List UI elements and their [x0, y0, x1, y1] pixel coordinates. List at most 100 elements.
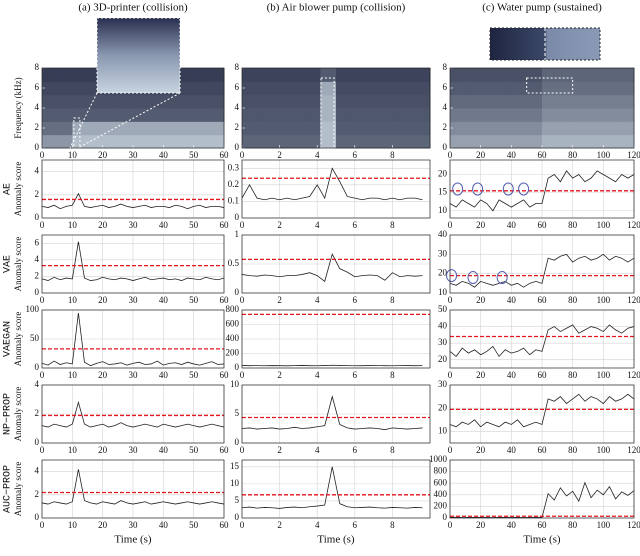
y-tick-label: 400 [434, 489, 448, 499]
spectrogram-cell [414, 68, 431, 82]
y-tick-label: 0 [235, 212, 240, 222]
y-tick-label: 8 [443, 62, 448, 72]
spectrogram-cell [572, 68, 589, 82]
spectrogram-cell [351, 108, 368, 122]
spectrogram-cell [242, 134, 259, 149]
x-tick-label: 2 [277, 295, 282, 305]
x-tick-label: 60 [220, 520, 230, 530]
spectrogram-cell [193, 81, 210, 96]
x-tick-label: 30 [129, 295, 139, 305]
x-tick-label: 60 [538, 445, 548, 455]
plot-frame [449, 309, 635, 369]
spectrogram-cell [496, 81, 512, 96]
x-tick-label: 20 [98, 445, 108, 455]
x-tick-label: 8 [390, 370, 395, 380]
column-title: (a) 3D-printer (collision) [78, 2, 188, 14]
spectrogram-cell [117, 94, 134, 109]
spectrogram-cell [480, 81, 497, 96]
y-tick-label: 8 [235, 62, 240, 72]
spectrogram-cell [465, 81, 482, 96]
spectrogram-cell [257, 81, 274, 96]
spectrogram-cell [588, 94, 604, 109]
x-tick-label: 8 [390, 295, 395, 305]
spectrogram-cell [178, 108, 195, 122]
spectrogram-cell [273, 68, 290, 82]
spectrogram-cell [242, 81, 259, 96]
x-tick-label: 60 [220, 370, 230, 380]
spectrogram-cell [208, 121, 225, 136]
score-line [41, 192, 225, 210]
y-tick-label: 0 [235, 512, 240, 522]
spectrogram-cell [465, 121, 482, 136]
spectrogram-cell [320, 134, 337, 149]
spectrogram-cell [57, 68, 73, 82]
x-tick-label: 2 [277, 220, 282, 230]
x-tick-label: 10 [68, 370, 78, 380]
x-tick-label: 2 [277, 150, 282, 160]
spectrogram-cell [450, 94, 466, 109]
x-tick-label: 0 [240, 220, 245, 230]
x-tick-label: 120 [627, 295, 640, 305]
spectrogram-cell [304, 68, 321, 82]
y-tick-label: 2 [35, 270, 40, 280]
spectrogram-cell [87, 121, 104, 136]
spectrogram-cell [526, 108, 543, 122]
x-tick-label: 80 [568, 220, 578, 230]
spectrogram-cell [193, 94, 210, 109]
spectrogram-cell [163, 108, 179, 122]
x-tick-label: 40 [159, 520, 169, 530]
y-tick-label: 4 [35, 379, 40, 389]
x-tick-label: 100 [597, 445, 611, 455]
x-tick-label: 0 [448, 370, 453, 380]
spectrogram-cell [367, 81, 384, 96]
spectrogram-cell [208, 68, 225, 82]
score-line [449, 170, 635, 212]
x-tick-label: 100 [597, 220, 611, 230]
spectrogram-cell [511, 121, 528, 136]
spectrogram-cell [588, 68, 604, 82]
highlight-box [526, 77, 574, 94]
plot-frame [241, 234, 431, 294]
spectrogram-cell [526, 94, 543, 109]
x-tick-label: 10 [68, 150, 78, 160]
x-tick-label: 100 [597, 150, 611, 160]
x-tick-label: 4 [315, 445, 320, 455]
spectrogram-cell [618, 108, 635, 122]
y-tick-label: 800 [226, 304, 240, 314]
spectrogram-cell [193, 134, 210, 149]
spectrogram-cell [450, 134, 466, 149]
y-tick-label: 30 [438, 248, 448, 258]
spectrogram-cell [496, 68, 512, 82]
x-tick-label: 80 [568, 150, 578, 160]
y-tick-label: 0 [35, 142, 40, 152]
spectrogram-cell [242, 121, 259, 136]
y-tick-label: 6 [235, 82, 240, 92]
spectrogram-cell [273, 108, 290, 122]
spectrogram-cell [72, 68, 88, 82]
x-tick-label: 50 [189, 295, 199, 305]
x-tick-label: 30 [129, 445, 139, 455]
spectrogram-cell [304, 134, 321, 149]
x-tick-label: 60 [538, 520, 548, 530]
spectrogram-cell [57, 134, 73, 149]
score-line [241, 167, 423, 201]
spectrogram-cell [398, 81, 415, 96]
score-line [41, 241, 225, 281]
y-tick-label: 2 [35, 489, 40, 499]
spectrogram-cell [57, 81, 73, 96]
spectrogram-cell [588, 81, 604, 96]
spectrogram-cell [242, 94, 259, 109]
spectrogram-cell [367, 108, 384, 122]
x-tick-label: 20 [98, 150, 108, 160]
spectrogram-cell [465, 68, 482, 82]
spectrogram-cell [42, 81, 58, 96]
score-line [241, 395, 423, 431]
plot-frame [41, 234, 225, 294]
x-tick-label: 40 [159, 150, 169, 160]
x-axis-label: Time (s) [114, 534, 152, 546]
x-tick-label: 6 [353, 370, 358, 380]
spectrogram-cell [496, 108, 512, 122]
plot-frame [241, 67, 431, 149]
x-tick-label: 80 [568, 370, 578, 380]
